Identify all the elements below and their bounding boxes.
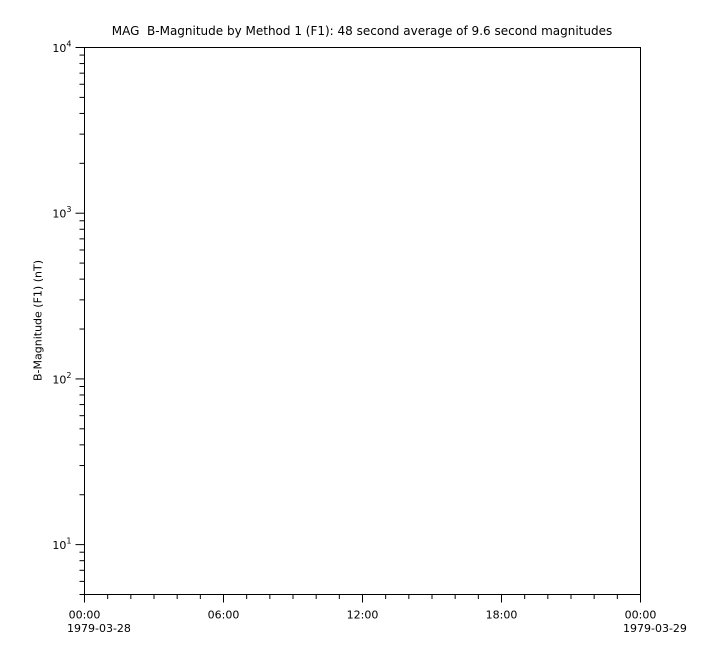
y-tick-label: 102	[52, 371, 71, 387]
x-tick-label: 12:00	[347, 609, 379, 622]
chart-title: MAG B-Magnitude by Method 1 (F1): 48 sec…	[111, 24, 613, 38]
y-tick-label: 104	[52, 40, 71, 56]
plot-border	[84, 47, 641, 595]
y-tick-label: 103	[52, 205, 71, 221]
x-tick-label: 00:00	[69, 609, 101, 622]
x-axis-date-label: 1979-03-28	[67, 622, 131, 635]
x-axis-date-label: 1979-03-29	[623, 622, 687, 635]
x-tick-label: 00:00	[625, 609, 657, 622]
x-tick-label: 18:00	[486, 609, 518, 622]
y-tick-label: 101	[52, 537, 71, 553]
x-tick-label: 06:00	[208, 609, 240, 622]
